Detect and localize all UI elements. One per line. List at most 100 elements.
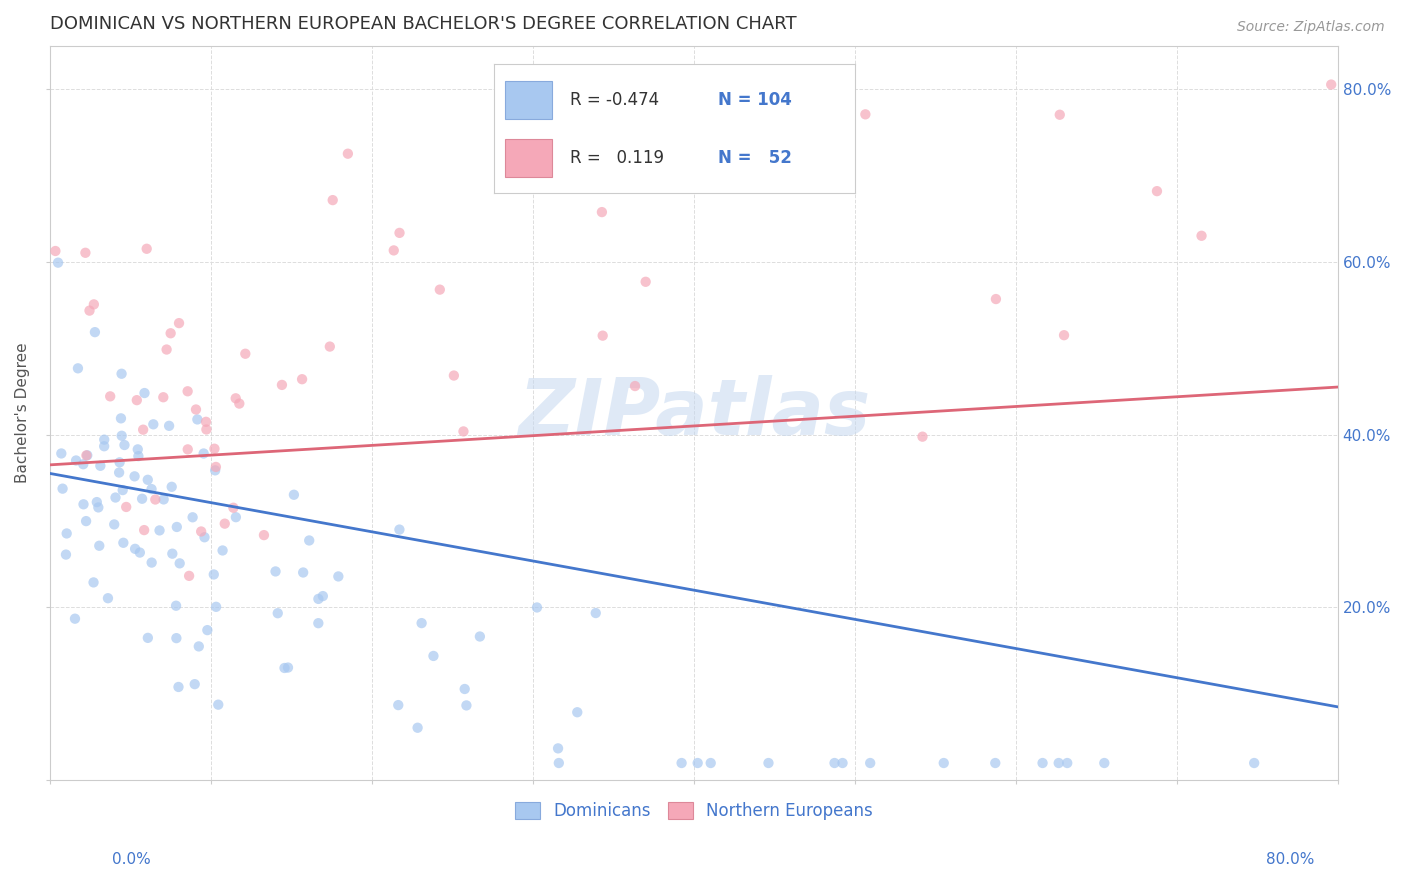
Point	[193, 530, 215, 544]
Point	[422, 648, 444, 663]
Point	[277, 660, 299, 674]
Point	[63, 612, 86, 626]
Point	[84, 325, 107, 339]
Point	[665, 125, 688, 139]
Point	[319, 340, 342, 354]
Point	[187, 640, 209, 654]
Point	[406, 721, 429, 735]
Point	[207, 698, 229, 712]
Point	[1053, 328, 1076, 343]
Point	[388, 523, 411, 537]
Point	[307, 591, 329, 606]
Text: 80.0%: 80.0%	[1267, 852, 1315, 867]
Point	[758, 756, 780, 770]
Point	[134, 523, 156, 537]
Point	[699, 756, 721, 770]
Point	[162, 547, 184, 561]
Point	[307, 616, 329, 631]
Point	[264, 565, 287, 579]
Point	[387, 698, 409, 712]
Point	[1146, 184, 1168, 198]
Point	[72, 457, 94, 471]
Point	[634, 275, 657, 289]
Point	[167, 680, 190, 694]
Point	[443, 368, 465, 383]
Point	[312, 589, 335, 603]
Point	[75, 449, 97, 463]
Point	[567, 705, 589, 719]
Point	[298, 533, 321, 548]
Point	[336, 146, 359, 161]
Point	[547, 756, 569, 770]
Point	[624, 379, 647, 393]
Point	[97, 591, 120, 606]
Point	[141, 556, 163, 570]
Point	[108, 466, 131, 480]
Point	[86, 495, 108, 509]
Point	[183, 677, 205, 691]
Point	[141, 482, 163, 496]
Point	[110, 367, 132, 381]
Point	[1056, 756, 1078, 770]
Point	[205, 459, 228, 474]
Point	[233, 347, 256, 361]
Point	[195, 415, 218, 429]
Point	[195, 422, 218, 436]
Point	[1191, 228, 1213, 243]
Point	[93, 433, 115, 447]
Point	[468, 630, 491, 644]
Point	[328, 569, 350, 583]
Point	[591, 205, 613, 219]
Point	[177, 442, 200, 457]
Point	[824, 756, 846, 770]
Point	[124, 541, 146, 556]
Point	[51, 446, 73, 460]
Point	[134, 386, 156, 401]
Point	[932, 756, 955, 770]
Point	[167, 316, 190, 330]
Point	[125, 393, 148, 408]
Point	[127, 442, 149, 457]
Point	[526, 600, 548, 615]
Point	[1047, 756, 1070, 770]
Point	[984, 292, 1007, 306]
Legend: Dominicans, Northern Europeans: Dominicans, Northern Europeans	[509, 796, 879, 827]
Point	[205, 599, 228, 614]
Point	[186, 412, 208, 426]
Point	[155, 343, 177, 357]
Point	[831, 756, 853, 770]
Point	[853, 107, 876, 121]
Point	[1049, 108, 1071, 122]
Point	[136, 631, 159, 645]
Y-axis label: Bachelor's Degree: Bachelor's Degree	[15, 343, 30, 483]
Point	[273, 661, 295, 675]
Point	[169, 557, 191, 571]
Point	[222, 500, 245, 515]
Point	[157, 418, 180, 433]
Point	[388, 226, 411, 240]
Point	[55, 526, 77, 541]
Point	[152, 492, 174, 507]
Point	[65, 453, 87, 467]
Point	[1092, 756, 1115, 770]
Point	[75, 514, 97, 528]
Point	[179, 569, 201, 583]
Point	[75, 245, 97, 260]
Point	[228, 396, 250, 410]
Point	[136, 473, 159, 487]
Text: ZIPatlas: ZIPatlas	[517, 375, 870, 451]
Point	[195, 623, 218, 637]
Point	[72, 497, 94, 511]
Point	[292, 566, 315, 580]
Point	[165, 599, 187, 613]
Point	[66, 361, 89, 376]
Point	[83, 297, 105, 311]
Point	[190, 524, 212, 539]
Point	[127, 449, 149, 463]
Point	[128, 545, 150, 559]
Point	[108, 455, 131, 469]
Point	[547, 741, 569, 756]
Point	[87, 500, 110, 515]
Point	[166, 520, 188, 534]
Point	[267, 606, 290, 620]
